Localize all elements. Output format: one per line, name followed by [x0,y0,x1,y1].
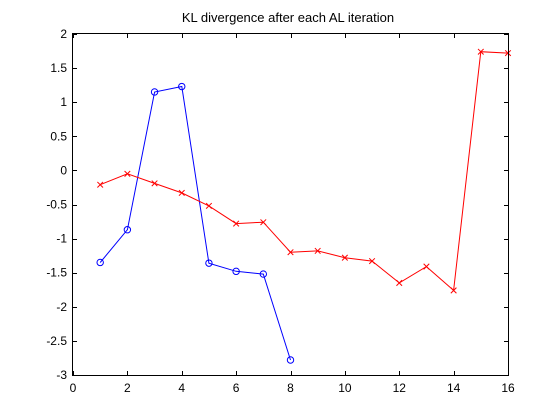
y-tick-label: -1.5 [46,266,67,280]
y-tick-label: -0.5 [46,198,67,212]
series-1-point [96,258,104,267]
y-tick-label: -1 [56,232,67,246]
series-1-point [123,226,132,234]
series-2-point [205,202,213,210]
x-marker-stroke [205,202,213,210]
series-2-point [287,249,294,256]
x-marker-stroke [97,181,104,188]
x-tick-label: 8 [287,381,294,395]
plot-area-frame [72,33,509,376]
y-tick-label: 0 [60,163,67,177]
series-2-point [368,257,376,265]
x-tick-label: 6 [233,381,240,395]
series-2-point [260,219,267,226]
y-tick-label: -3 [56,368,67,382]
series-2-point [151,180,158,187]
series-2-point [396,279,403,287]
x-tick-label: 0 [70,381,77,395]
x-marker-stroke [341,254,349,261]
series-1-point [259,270,268,278]
x-tick-label: 12 [393,381,407,395]
series-1-point [205,259,213,267]
series-1-line [99,85,291,361]
x-marker-stroke [232,220,240,227]
y-tick-label: -2.5 [46,334,67,348]
x-marker-stroke [477,48,484,55]
x-marker-stroke [151,180,158,187]
series-2-point [124,170,131,177]
x-marker-stroke [178,189,185,197]
y-tick-label: 2 [60,27,67,41]
series-2-line [100,51,509,292]
series-2-point [232,220,240,227]
series-2-point [450,287,457,294]
x-marker-stroke [124,170,131,177]
x-tick-label: 14 [447,381,461,395]
x-marker-stroke [368,257,376,265]
series-1-point [286,356,295,364]
axes-ticks: 0 2 4 6 8 10 12 14 16 -3 -2.5 -2 -1.5 -1 -0.5 0 0.5 1 1.5 2 [46,27,515,395]
x-tick-label: 4 [178,381,185,395]
y-tick-label: 0.5 [50,129,67,143]
x-tick-label: 2 [124,381,131,395]
chart-title: KL divergence after each AL iteration [182,10,394,25]
series-1-point [150,88,159,96]
x-marker-stroke [260,219,267,226]
series-2-point [97,181,104,188]
x-marker-stroke [314,247,321,255]
x-marker-stroke [287,249,294,256]
series-2-point [477,48,484,55]
series-2-point [178,189,185,197]
x-marker-stroke [423,263,430,270]
x-marker-stroke [396,279,403,287]
y-tick-label: 1 [60,95,67,109]
y-tick-label: -2 [56,300,67,314]
y-tick-label: 1.5 [50,61,67,75]
series-1-point [178,82,186,91]
series-1-point [232,267,240,276]
x-marker-stroke [450,287,457,294]
x-tick-label: 16 [501,381,515,395]
x-tick-label: 10 [338,381,352,395]
plot-marks [96,48,512,364]
series-2-point [423,263,430,270]
series-2-point [341,254,349,261]
series-2-point [314,247,321,255]
